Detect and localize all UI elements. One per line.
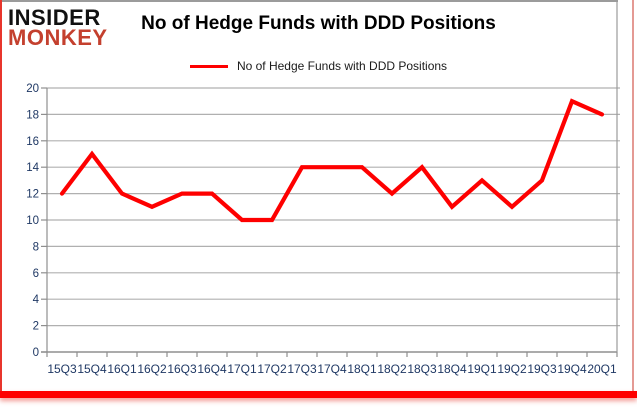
x-tick-label: 19Q1 (467, 362, 497, 376)
x-tick-label: 18Q1 (347, 362, 377, 376)
x-tick-label: 19Q3 (527, 362, 557, 376)
x-tick-label: 17Q3 (287, 362, 317, 376)
chart-title: No of Hedge Funds with DDD Positions (141, 13, 496, 34)
y-tick-label: 18 (26, 109, 39, 121)
x-tick-label: 18Q2 (377, 362, 407, 376)
x-tick-label: 17Q4 (317, 362, 347, 376)
series-line (59, 98, 605, 223)
y-tick-label: 4 (33, 294, 40, 306)
x-tick-label: 15Q4 (77, 362, 107, 376)
x-tick-label: 16Q4 (197, 362, 227, 376)
frame-top-border (0, 0, 618, 2)
x-tick-label: 20Q1 (587, 362, 617, 376)
x-tick-label: 18Q3 (407, 362, 437, 376)
x-tick-label: 19Q2 (497, 362, 527, 376)
y-tick-label: 6 (33, 268, 39, 280)
y-tick-label: 16 (26, 136, 39, 148)
y-tick-label: 12 (26, 189, 39, 201)
x-tick-label: 17Q2 (257, 362, 287, 376)
x-tick-label: 17Q1 (227, 362, 257, 376)
logo-text-monkey: MONKEY (8, 25, 108, 51)
y-tick-label: 20 (26, 83, 39, 95)
y-tick-label: 14 (26, 162, 39, 174)
y-tick-label: 10 (26, 215, 39, 227)
frame-right-border (632, 0, 634, 392)
legend-label: No of Hedge Funds with DDD Positions (236, 59, 448, 73)
frame-bottom-border (0, 391, 637, 398)
y-tick-label: 2 (33, 321, 39, 333)
x-tick-label: 16Q3 (167, 362, 197, 376)
legend-line-swatch (189, 64, 228, 68)
x-tick-label: 15Q3 (47, 362, 77, 376)
x-tick-label: 19Q4 (557, 362, 587, 376)
frame-left-border (0, 0, 2, 392)
y-tick-label: 0 (33, 347, 39, 359)
logo-text-insider: INSIDER (8, 5, 101, 30)
legend: No of Hedge Funds with DDD Positions (0, 59, 637, 73)
insider-monkey-logo: INSIDER MONKEY (8, 5, 108, 51)
x-tick-label: 16Q2 (137, 362, 167, 376)
x-tick-label: 16Q1 (107, 362, 137, 376)
x-tick-label: 18Q4 (437, 362, 467, 376)
y-tick-label: 8 (33, 241, 39, 253)
